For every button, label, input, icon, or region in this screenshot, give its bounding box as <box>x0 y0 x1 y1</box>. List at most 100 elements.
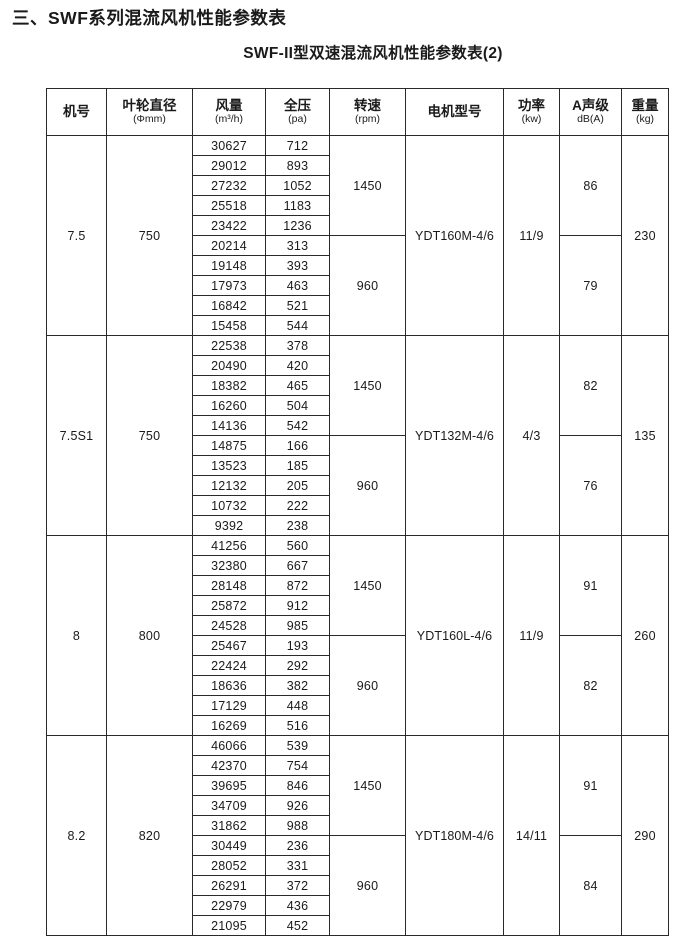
cell-noise: 91 <box>559 535 622 636</box>
table-row: 39695 846 <box>47 775 669 796</box>
column-header-unit: (Φmm) <box>133 113 166 126</box>
table-row: 17129 448 <box>47 695 669 716</box>
table-row: 8 800 41256 560 1450 YDT160L-4/6 11/9 91 260 <box>46 535 669 736</box>
cell-flow: 17973 <box>192 275 266 296</box>
cell-model-no: 7.5S1 <box>46 335 107 536</box>
table-row: 31862 988 <box>47 815 669 836</box>
cell-flow: 31862 <box>192 815 266 836</box>
cell-pressure: 166 <box>265 435 330 456</box>
cell-noise: 86 <box>559 135 622 236</box>
cell-flow: 20490 <box>192 355 266 376</box>
column-header-unit: dB(A) <box>577 113 604 126</box>
table-row: 8.2 820 46066 539 1450 YDT180M-4/6 14/11 91 290 <box>46 735 669 936</box>
cell-pressure: 560 <box>265 535 330 556</box>
cell-pressure: 185 <box>265 455 330 476</box>
cell-flow: 25872 <box>192 595 266 616</box>
cell-pressure: 331 <box>265 855 330 876</box>
cell-noise: 84 <box>559 835 622 936</box>
cell-pressure: 238 <box>265 515 330 536</box>
cell-flow: 25467 <box>192 635 266 656</box>
cell-rpm: 960 <box>329 835 406 936</box>
cell-rpm: 1450 <box>329 335 406 436</box>
cell-flow: 24528 <box>192 615 266 636</box>
cell-noise: 82 <box>559 335 622 436</box>
cell-flow: 28148 <box>192 575 266 596</box>
cell-model-no: 8 <box>46 535 107 736</box>
table-row: 7.5 750 30627 712 1450 YDT160M-4/6 11/9 86 230 <box>46 135 669 336</box>
cell-flow: 16260 <box>192 395 266 416</box>
cell-impeller-diameter: 800 <box>106 535 193 736</box>
cell-pressure: 521 <box>265 295 330 316</box>
table-row: 22979 436 <box>47 895 669 916</box>
cell-rpm: 1450 <box>329 735 406 836</box>
cell-pressure: 544 <box>265 315 330 336</box>
document-page: 三、SWF系列混流风机性能参数表 SWF-II型双速混流风机性能参数表(2) 机… <box>12 8 669 936</box>
cell-flow: 9392 <box>192 515 266 536</box>
table-row: 7.5S1 750 22538 378 1450 YDT132M-4/6 4/3 82 135 <box>46 335 669 536</box>
table-row: 20490 420 <box>47 355 669 376</box>
cell-flow: 22424 <box>192 655 266 676</box>
cell-weight: 135 <box>621 335 669 536</box>
cell-motor-model: YDT160L-4/6 <box>405 535 504 736</box>
table-row: 16269 516 <box>47 715 669 736</box>
column-header-7: A声级 dB(A) <box>559 88 622 136</box>
table-header-row: 机号 叶轮直径 (Φmm) 风量 (m³/h) 全压 (pa) 转速 (rpm) 电机型号 功率 (k… <box>46 88 669 136</box>
cell-pressure: 465 <box>265 375 330 396</box>
cell-pressure: 985 <box>265 615 330 636</box>
cell-pressure: 504 <box>265 395 330 416</box>
column-header-title: 机号 <box>63 103 90 119</box>
cell-motor-model: YDT132M-4/6 <box>405 335 504 536</box>
cell-flow: 12132 <box>192 475 266 496</box>
table-row: 14136 542 <box>47 415 669 436</box>
table-row: 28052 331 <box>47 855 669 876</box>
table-row: 9392 238 <box>47 515 669 536</box>
cell-flow: 27232 <box>192 175 266 196</box>
cell-flow: 18636 <box>192 675 266 696</box>
cell-flow: 29012 <box>192 155 266 176</box>
cell-flow: 16269 <box>192 715 266 736</box>
cell-impeller-diameter: 750 <box>106 335 193 536</box>
main-heading: 三、SWF系列混流风机性能参数表 <box>12 8 287 28</box>
cell-pressure: 452 <box>265 915 330 936</box>
column-header-title: 全压 <box>284 97 311 113</box>
cell-power: 11/9 <box>503 535 560 736</box>
cell-flow: 19148 <box>192 255 266 276</box>
column-header-title: 功率 <box>518 97 545 113</box>
cell-pressure: 754 <box>265 755 330 776</box>
cell-pressure: 542 <box>265 415 330 436</box>
cell-rpm: 1450 <box>329 135 406 236</box>
table-row: 25467 193 960 82 <box>47 635 669 736</box>
cell-flow: 42370 <box>192 755 266 776</box>
table-row: 13523 185 <box>47 455 669 476</box>
column-header-title: 转速 <box>354 97 381 113</box>
cell-power: 14/11 <box>503 735 560 936</box>
table-row: 18382 465 <box>47 375 669 396</box>
cell-flow: 30627 <box>192 135 266 156</box>
cell-flow: 20214 <box>192 235 266 256</box>
cell-weight: 290 <box>621 735 669 936</box>
cell-rpm: 1450 <box>329 535 406 636</box>
cell-pressure: 667 <box>265 555 330 576</box>
cell-pressure: 378 <box>265 335 330 356</box>
cell-rpm: 960 <box>329 635 406 736</box>
cell-flow: 16842 <box>192 295 266 316</box>
cell-pressure: 205 <box>265 475 330 496</box>
cell-pressure: 393 <box>265 255 330 276</box>
cell-pressure: 539 <box>265 735 330 756</box>
cell-pressure: 912 <box>265 595 330 616</box>
cell-power: 11/9 <box>503 135 560 336</box>
cell-model-no: 8.2 <box>46 735 107 936</box>
table-row: 28148 872 <box>47 575 669 596</box>
cell-flow: 26291 <box>192 875 266 896</box>
cell-flow: 30449 <box>192 835 266 856</box>
cell-flow: 22979 <box>192 895 266 916</box>
table-row: 12132 205 <box>47 475 669 496</box>
table-row: 16842 521 <box>47 295 669 316</box>
column-header-0: 机号 <box>46 88 107 136</box>
table-row: 17973 463 <box>47 275 669 296</box>
cell-flow: 14875 <box>192 435 266 456</box>
table-row: 24528 985 <box>47 615 669 636</box>
cell-impeller-diameter: 750 <box>106 135 193 336</box>
cell-impeller-diameter: 820 <box>106 735 193 936</box>
table-row: 25872 912 <box>47 595 669 616</box>
